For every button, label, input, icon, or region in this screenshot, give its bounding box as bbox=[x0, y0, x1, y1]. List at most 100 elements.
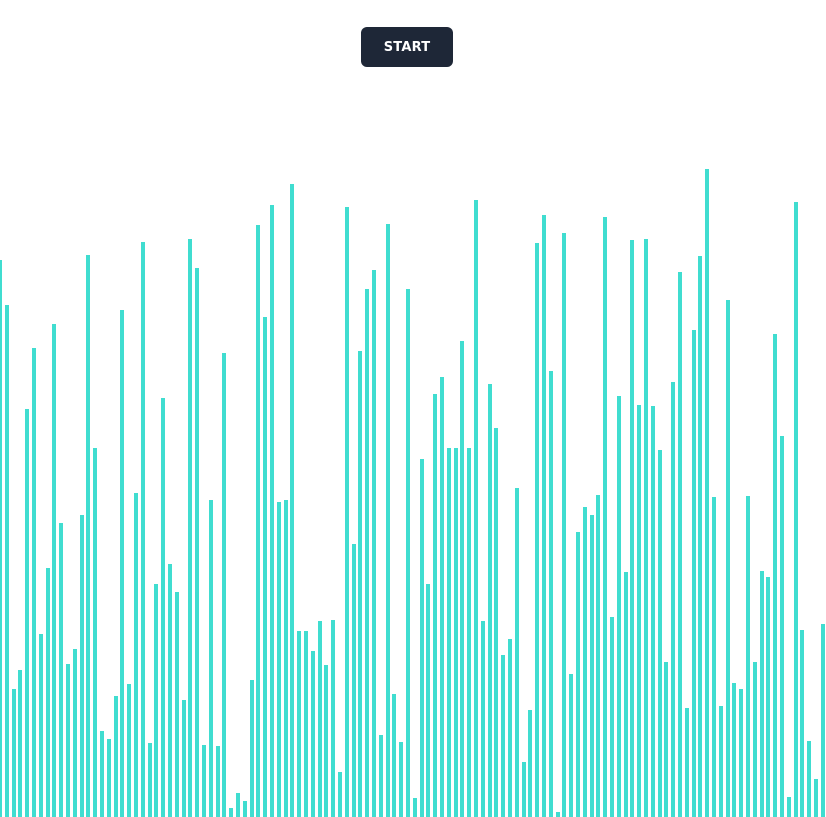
array-bar bbox=[385, 224, 390, 817]
array-bar bbox=[718, 706, 723, 817]
array-bar bbox=[127, 684, 132, 817]
array-bar bbox=[276, 502, 281, 817]
array-bar bbox=[467, 448, 472, 817]
array-bar bbox=[93, 448, 98, 817]
array-bar bbox=[419, 459, 424, 817]
array-bar bbox=[630, 240, 635, 817]
array-bar bbox=[344, 207, 349, 817]
array-bar bbox=[195, 268, 200, 817]
array-bar bbox=[684, 708, 689, 817]
array-bar bbox=[52, 324, 57, 817]
array-bar bbox=[208, 500, 213, 817]
array-bar bbox=[705, 169, 710, 817]
array-bar bbox=[106, 739, 111, 817]
array-bar bbox=[79, 515, 84, 817]
array-bar bbox=[480, 621, 485, 817]
array-bar bbox=[406, 289, 410, 817]
array-bar bbox=[365, 289, 370, 817]
array-bar bbox=[508, 639, 512, 817]
array-bar bbox=[290, 184, 295, 817]
array-bar bbox=[25, 409, 30, 817]
array-bar bbox=[236, 793, 240, 817]
array-bar bbox=[780, 436, 784, 817]
array-bar bbox=[603, 217, 608, 817]
array-bar bbox=[154, 584, 159, 817]
array-bar bbox=[474, 200, 478, 817]
array-bar bbox=[256, 225, 261, 817]
array-bar bbox=[487, 384, 492, 817]
array-bar bbox=[168, 564, 172, 817]
array-bar bbox=[725, 300, 730, 817]
array-bar bbox=[766, 577, 771, 817]
array-bar bbox=[338, 772, 342, 817]
array-bar bbox=[535, 243, 540, 817]
array-bar bbox=[59, 523, 64, 817]
array-bar bbox=[113, 696, 118, 817]
array-bar bbox=[147, 743, 152, 817]
array-bar bbox=[263, 317, 268, 817]
array-bar bbox=[514, 488, 519, 817]
array-bar bbox=[494, 428, 499, 817]
array-bar bbox=[317, 621, 322, 817]
array-bar bbox=[691, 330, 696, 817]
array-bar bbox=[412, 798, 417, 817]
array-bar bbox=[270, 205, 274, 817]
array-bar bbox=[174, 592, 179, 817]
array-bar bbox=[589, 515, 594, 817]
array-bar bbox=[11, 689, 16, 817]
array-bar bbox=[283, 500, 288, 817]
start-button[interactable]: START bbox=[361, 27, 453, 67]
array-bar bbox=[72, 649, 77, 817]
array-bar bbox=[392, 694, 397, 817]
array-bar bbox=[460, 341, 465, 817]
array-bar bbox=[610, 617, 614, 817]
array-bar bbox=[0, 260, 2, 817]
array-bar bbox=[671, 382, 676, 817]
array-bar bbox=[229, 808, 234, 817]
array-bar bbox=[378, 735, 383, 817]
array-bar bbox=[820, 624, 825, 817]
array-bar bbox=[542, 215, 546, 817]
array-bar bbox=[800, 630, 805, 817]
array-bar bbox=[650, 406, 655, 817]
array-bar bbox=[562, 233, 567, 817]
array-bar bbox=[678, 272, 682, 817]
array-bar bbox=[644, 239, 648, 817]
array-bar bbox=[134, 493, 138, 817]
array-bar bbox=[215, 746, 220, 817]
array-bar bbox=[120, 310, 125, 817]
array-bar bbox=[576, 532, 580, 817]
array-bar bbox=[582, 507, 587, 817]
array-bar bbox=[521, 762, 526, 817]
array-bar bbox=[249, 680, 254, 817]
array-bar bbox=[548, 371, 553, 817]
array-bar bbox=[45, 568, 50, 817]
array-bar bbox=[569, 674, 574, 817]
array-bar bbox=[433, 394, 438, 817]
array-bar bbox=[596, 495, 601, 817]
array-bar bbox=[616, 396, 621, 817]
array-bar bbox=[4, 305, 9, 817]
array-bar bbox=[759, 571, 764, 817]
array-bar bbox=[528, 710, 533, 817]
array-bar bbox=[739, 689, 744, 817]
array-bar bbox=[807, 741, 812, 817]
array-bar bbox=[222, 353, 227, 817]
array-bar bbox=[32, 348, 36, 817]
array-bar bbox=[242, 801, 247, 817]
array-bar bbox=[86, 255, 91, 817]
array-bar bbox=[555, 812, 560, 817]
array-bar bbox=[732, 683, 737, 817]
array-bar bbox=[297, 631, 302, 817]
array-bar bbox=[440, 377, 444, 817]
array-bar bbox=[304, 631, 308, 817]
array-bar bbox=[793, 202, 798, 817]
array-bar bbox=[773, 334, 778, 817]
array-bar bbox=[712, 497, 716, 817]
array-bar bbox=[399, 742, 404, 817]
array-bar bbox=[752, 662, 757, 817]
array-bar bbox=[66, 664, 70, 817]
array-bar bbox=[446, 448, 451, 817]
array-bar bbox=[140, 242, 145, 817]
